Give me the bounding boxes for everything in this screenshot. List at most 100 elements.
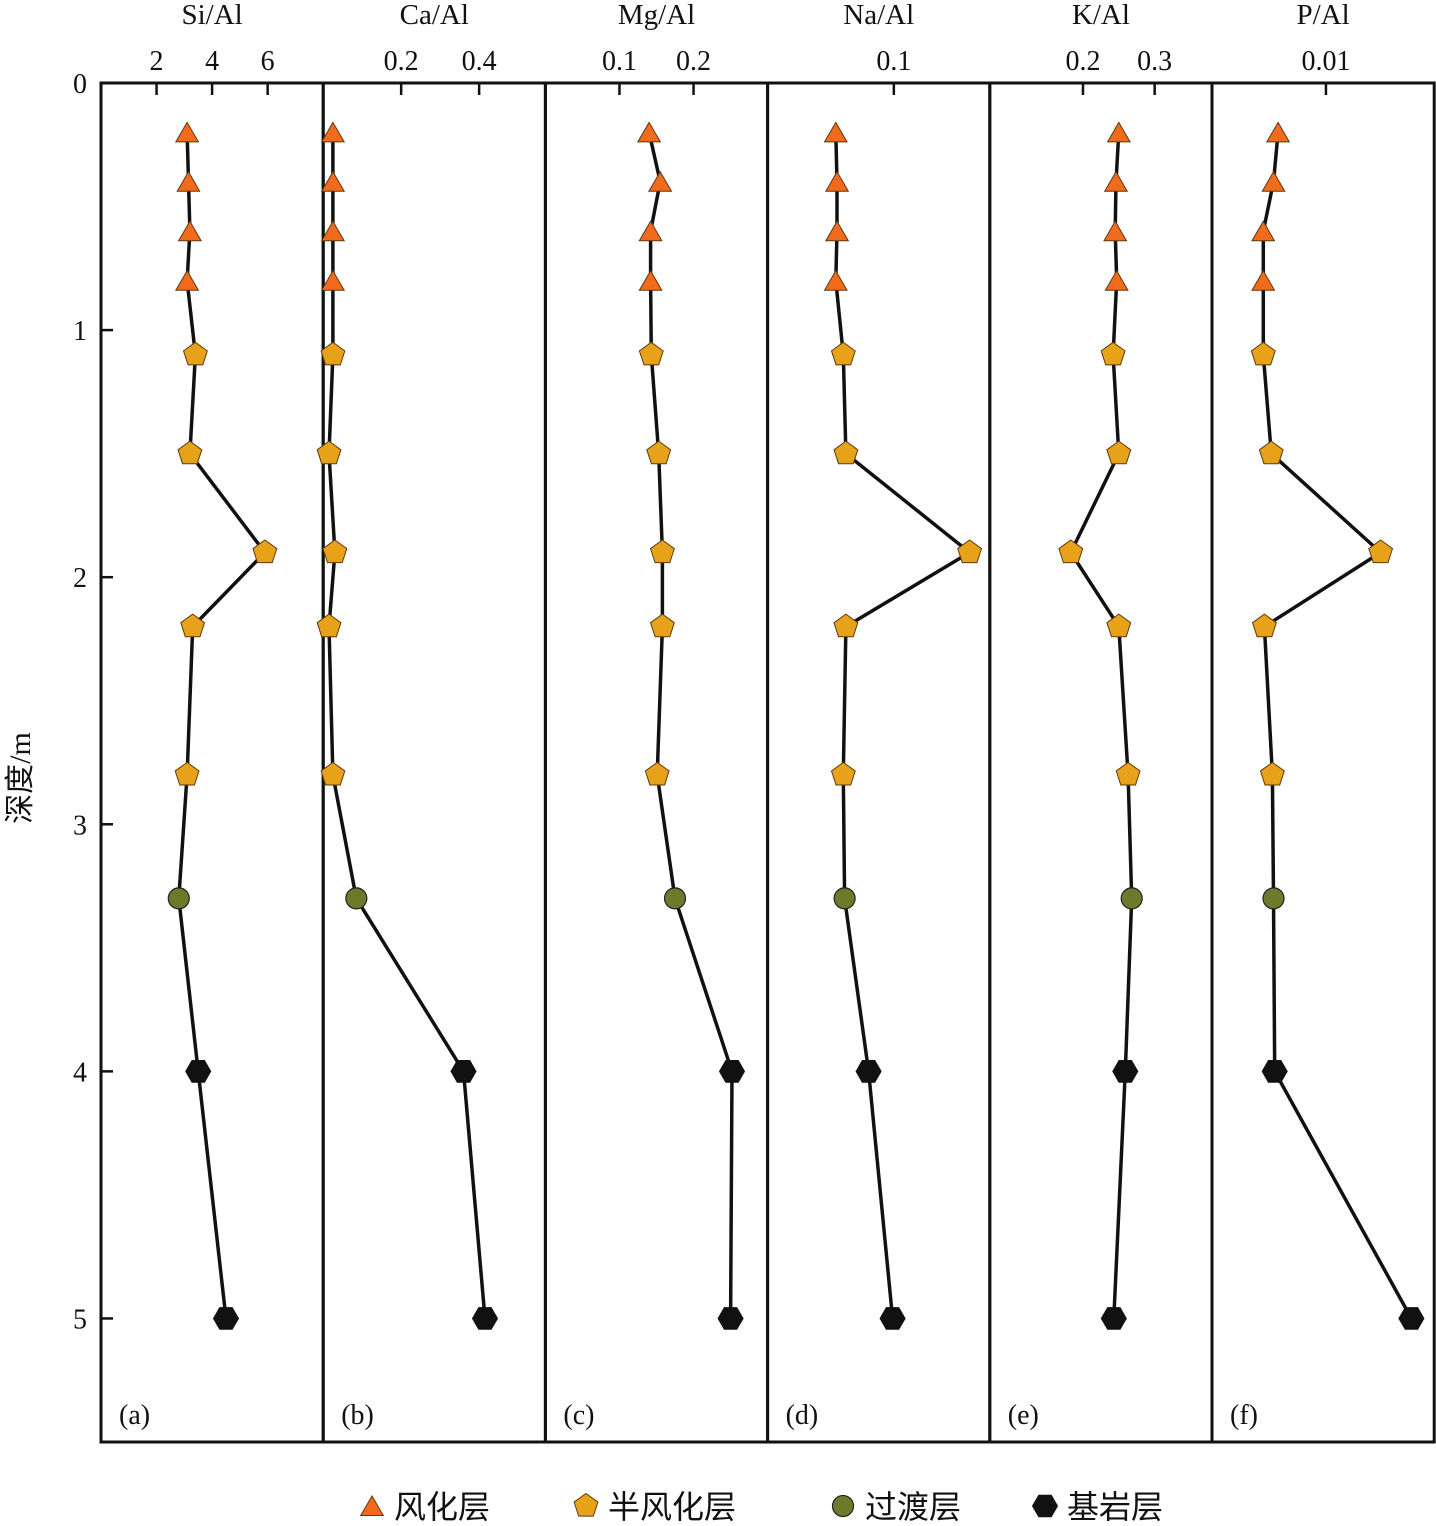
depth-tick-label: 3 xyxy=(73,810,87,841)
data-point-weathered xyxy=(823,121,848,143)
data-point-semi-weathered xyxy=(1115,761,1141,786)
data-point-weathered xyxy=(320,121,346,143)
x-tick-label: 4 xyxy=(205,46,219,77)
x-tick-label: 6 xyxy=(261,46,275,77)
depth-tick-label: 1 xyxy=(73,316,87,347)
x-tick-label: 0.2 xyxy=(676,46,711,77)
data-point-weathered xyxy=(1104,269,1129,291)
data-point-bedrock xyxy=(855,1060,882,1083)
data-point-transition xyxy=(663,887,687,910)
panel-letter: (a) xyxy=(119,1400,150,1431)
data-point-semi-weathered xyxy=(957,539,983,564)
series-line xyxy=(1261,132,1413,1320)
data-point-transition xyxy=(345,887,368,910)
data-point-transition xyxy=(1120,887,1143,910)
data-point-semi-weathered xyxy=(177,440,203,465)
data-point-semi-weathered xyxy=(322,539,348,564)
data-point-bedrock xyxy=(879,1307,906,1330)
data-point-weathered xyxy=(1251,220,1276,242)
data-point-semi-weathered xyxy=(320,761,346,786)
panel-title: Si/Al xyxy=(181,0,242,31)
panel-frame xyxy=(321,81,547,1444)
series-line xyxy=(647,132,734,1319)
panel-si-al: Si/Al 2 4 6 (a) xyxy=(99,0,325,1444)
legend-label: 基岩层 xyxy=(1067,1489,1163,1525)
panel-letter: (d) xyxy=(786,1400,819,1431)
panel-title: Ca/Al xyxy=(400,0,469,31)
data-point-bedrock xyxy=(212,1307,240,1330)
data-point-weathered xyxy=(320,269,346,291)
data-point-weathered xyxy=(648,170,673,192)
x-tick-label: 0.3 xyxy=(1137,46,1172,77)
depth-axis-label: 深度/m xyxy=(4,732,37,824)
data-point-bedrock xyxy=(1261,1060,1288,1083)
legend-label: 风化层 xyxy=(394,1489,490,1525)
data-point-weathered xyxy=(176,170,201,192)
data-point-semi-weathered xyxy=(180,613,206,638)
depth-tick-label: 2 xyxy=(73,563,87,594)
data-point-semi-weathered xyxy=(1250,341,1276,366)
depth-tick-label: 5 xyxy=(73,1304,87,1335)
data-point-bedrock xyxy=(718,1060,746,1083)
data-point-semi-weathered xyxy=(649,539,675,564)
legend-item-transition: 过渡层 xyxy=(831,1489,961,1525)
data-point-bedrock xyxy=(450,1060,477,1083)
panel-title: Mg/Al xyxy=(618,0,695,31)
panel-frame xyxy=(1210,81,1436,1444)
data-point-transition xyxy=(1262,887,1285,910)
data-point-semi-weathered xyxy=(182,341,208,366)
series-line xyxy=(1069,132,1134,1319)
data-point-weathered xyxy=(1103,220,1128,242)
panel-k-al: K/Al 0.2 0.3 (e) xyxy=(988,0,1214,1444)
data-point-semi-weathered xyxy=(649,613,675,638)
data-point-semi-weathered xyxy=(174,761,200,786)
x-tick-label: 2 xyxy=(150,46,164,77)
data-point-weathered xyxy=(177,220,202,242)
data-point-weathered xyxy=(638,220,663,242)
panel-letter: (f) xyxy=(1230,1400,1258,1431)
panel-p-al: P/Al 0.01 (f) xyxy=(1210,0,1436,1444)
pentagon-marker xyxy=(573,1492,599,1517)
legend-item-weathered: 风化层 xyxy=(359,1489,490,1525)
data-point-weathered xyxy=(824,220,850,242)
data-point-semi-weathered xyxy=(1106,613,1132,638)
data-point-weathered xyxy=(320,170,346,192)
data-point-weathered xyxy=(174,121,200,143)
x-tick-label: 0.2 xyxy=(384,46,419,77)
data-point-bedrock xyxy=(471,1307,499,1330)
data-point-semi-weathered xyxy=(1258,440,1284,465)
data-point-semi-weathered xyxy=(1259,761,1285,786)
panel-ca-al: Ca/Al 0.2 0.4 (b) xyxy=(316,0,547,1444)
panel-title: K/Al xyxy=(1072,0,1130,31)
data-point-bedrock xyxy=(185,1060,212,1083)
data-point-transition xyxy=(833,887,856,910)
data-point-semi-weathered xyxy=(830,341,856,366)
data-point-semi-weathered xyxy=(1106,440,1132,465)
data-point-semi-weathered xyxy=(646,440,672,465)
data-point-weathered xyxy=(174,269,200,291)
data-point-transition xyxy=(167,887,190,910)
data-point-semi-weathered xyxy=(316,440,342,465)
data-point-semi-weathered xyxy=(638,341,664,366)
data-point-semi-weathered xyxy=(252,539,278,564)
data-point-semi-weathered xyxy=(833,440,859,465)
x-tick-label: 0.01 xyxy=(1301,46,1350,77)
data-point-weathered xyxy=(1106,121,1131,143)
data-point-semi-weathered xyxy=(1368,539,1394,564)
data-point-weathered xyxy=(638,269,663,291)
depth-tick-label: 4 xyxy=(73,1057,87,1088)
panel-title: P/Al xyxy=(1297,0,1350,31)
panel-frame xyxy=(99,81,325,1444)
panel-frame xyxy=(766,81,992,1444)
data-point-bedrock xyxy=(717,1307,744,1330)
chart-panels: Si/Al 2 4 6 (a) Ca/Al 0.2 0.4 (b) Mg/Al 0.1 0.2 (c) N… xyxy=(99,0,1436,1444)
series-line xyxy=(327,132,487,1319)
data-point-weathered xyxy=(824,170,850,192)
legend-item-semi-weathered: 半风化层 xyxy=(573,1489,736,1525)
data-point-weathered xyxy=(636,121,662,143)
data-point-semi-weathered xyxy=(1251,613,1277,638)
x-tick-label: 0.4 xyxy=(462,46,497,77)
data-point-semi-weathered xyxy=(833,613,859,638)
legend: 风化层 半风化层 过渡层 基岩层 xyxy=(359,1489,1163,1525)
